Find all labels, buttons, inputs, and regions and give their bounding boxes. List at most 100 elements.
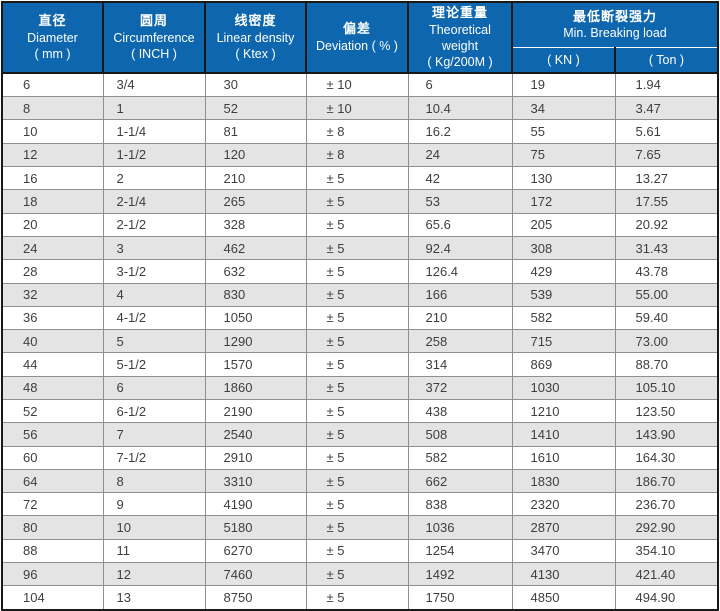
cell-breaking-load-kn: 4130 xyxy=(511,562,616,587)
cell-breaking-load-kn: 130 xyxy=(511,166,616,191)
cell-circumference: 12 xyxy=(102,562,206,587)
cell-breaking-load-kn: 869 xyxy=(511,352,616,377)
cell-breaking-load-kn: 1610 xyxy=(511,445,616,470)
cell-deviation: ± 5 xyxy=(305,259,409,284)
cell-circumference: 1 xyxy=(102,96,206,121)
cell-breaking-load-kn: 308 xyxy=(511,235,616,261)
table-row: 28 3-1/2 632 ± 5 126.4 429 43.78 xyxy=(1,259,719,284)
cell-breaking-load-kn: 1410 xyxy=(511,422,616,447)
cell-linear-density: 52 xyxy=(204,96,307,121)
cell-linear-density: 2190 xyxy=(204,398,307,424)
cell-circumference: 10 xyxy=(102,515,206,540)
cell-breaking-load-kn: 1830 xyxy=(511,468,616,494)
table-row: 10 1-1/4 81 ± 8 16.2 55 5.61 xyxy=(1,119,719,144)
cell-linear-density: 120 xyxy=(204,142,307,168)
cell-breaking-load-kn: 582 xyxy=(511,305,616,331)
cell-deviation: ± 5 xyxy=(305,538,409,564)
cell-theoretical-weight: 65.6 xyxy=(407,212,513,237)
cell-circumference: 4 xyxy=(102,282,206,307)
cell-theoretical-weight: 53 xyxy=(407,189,513,214)
cell-breaking-load-kn: 75 xyxy=(511,142,616,168)
cell-theoretical-weight: 210 xyxy=(407,305,513,331)
cell-deviation: ± 5 xyxy=(305,515,409,540)
cell-diameter: 32 xyxy=(1,282,104,307)
cell-theoretical-weight: 508 xyxy=(407,422,513,447)
table-row: 96 12 7460 ± 5 1492 4130 421.40 xyxy=(1,562,719,587)
cell-breaking-load-kn: 3470 xyxy=(511,538,616,564)
cell-breaking-load-ton: 105.10 xyxy=(614,375,719,401)
cell-circumference: 5 xyxy=(102,329,206,354)
diameter-label-en: Diameter xyxy=(27,30,78,45)
col-header-circumference: 圆周 Circumference ( INCH ) xyxy=(102,1,206,74)
cell-theoretical-weight: 126.4 xyxy=(407,259,513,284)
cell-diameter: 44 xyxy=(1,352,104,377)
cell-deviation: ± 5 xyxy=(305,468,409,494)
cell-theoretical-weight: 42 xyxy=(407,166,513,191)
linear-density-label-en: Linear density xyxy=(216,30,295,45)
table-row: 88 11 6270 ± 5 1254 3470 354.10 xyxy=(1,538,719,564)
cell-linear-density: 265 xyxy=(204,189,307,214)
cell-linear-density: 30 xyxy=(204,72,307,98)
cell-linear-density: 830 xyxy=(204,282,307,307)
cell-theoretical-weight: 258 xyxy=(407,329,513,354)
col-header-diameter: 直径 Diameter ( mm ) xyxy=(1,1,104,74)
cell-breaking-load-ton: 43.78 xyxy=(614,259,719,284)
cell-deviation: ± 5 xyxy=(305,329,409,354)
cell-linear-density: 632 xyxy=(204,259,307,284)
cell-theoretical-weight: 10.4 xyxy=(407,96,513,121)
cell-circumference: 6 xyxy=(102,375,206,401)
cell-deviation: ± 10 xyxy=(305,96,409,121)
cell-theoretical-weight: 1036 xyxy=(407,515,513,540)
cell-deviation: ± 5 xyxy=(305,352,409,377)
table-row: 104 13 8750 ± 5 1750 4850 494.90 xyxy=(1,585,719,611)
cell-breaking-load-ton: 186.70 xyxy=(614,468,719,494)
table-row: 48 6 1860 ± 5 372 1030 105.10 xyxy=(1,375,719,401)
cell-theoretical-weight: 6 xyxy=(407,72,513,98)
cell-diameter: 60 xyxy=(1,445,104,470)
theoretical-weight-label-en: Theoretical weight xyxy=(429,22,491,53)
cell-linear-density: 210 xyxy=(204,166,307,191)
cell-breaking-load-ton: 421.40 xyxy=(614,562,719,587)
cell-breaking-load-ton: 59.40 xyxy=(614,305,719,331)
cell-breaking-load-ton: 31.43 xyxy=(614,235,719,261)
cell-circumference: 6-1/2 xyxy=(102,398,206,424)
cell-theoretical-weight: 1254 xyxy=(407,538,513,564)
cell-diameter: 64 xyxy=(1,468,104,494)
cell-linear-density: 2910 xyxy=(204,445,307,470)
cell-breaking-load-ton: 123.50 xyxy=(614,398,719,424)
col-header-breaking-load: 最低断裂强力 Min. Breaking load xyxy=(511,0,719,48)
cell-breaking-load-kn: 34 xyxy=(511,96,616,121)
cell-linear-density: 328 xyxy=(204,212,307,237)
cell-deviation: ± 5 xyxy=(305,585,409,611)
table-row: 20 2-1/2 328 ± 5 65.6 205 20.92 xyxy=(1,212,719,237)
cell-breaking-load-kn: 19 xyxy=(511,72,616,98)
cell-breaking-load-ton: 13.27 xyxy=(614,166,719,191)
cell-circumference: 1-1/4 xyxy=(102,119,206,144)
cell-breaking-load-ton: 88.70 xyxy=(614,352,719,377)
cell-linear-density: 1570 xyxy=(204,352,307,377)
cell-breaking-load-kn: 55 xyxy=(511,119,616,144)
table-row: 72 9 4190 ± 5 838 2320 236.70 xyxy=(1,492,719,517)
cell-diameter: 48 xyxy=(1,375,104,401)
col-header-theoretical-weight: 理论重量 Theoretical weight ( Kg/200M ) xyxy=(407,1,513,74)
cell-deviation: ± 5 xyxy=(305,562,409,587)
cell-circumference: 4-1/2 xyxy=(102,305,206,331)
cell-theoretical-weight: 92.4 xyxy=(407,235,513,261)
linear-density-unit-label: ( Ktex ) xyxy=(235,46,276,61)
col-header-breaking-load-kn: ( KN ) xyxy=(511,46,616,74)
cell-breaking-load-kn: 2320 xyxy=(511,492,616,517)
cell-theoretical-weight: 438 xyxy=(407,398,513,424)
cell-diameter: 88 xyxy=(1,538,104,564)
cell-linear-density: 81 xyxy=(204,119,307,144)
cell-linear-density: 8750 xyxy=(204,585,307,611)
table-row: 52 6-1/2 2190 ± 5 438 1210 123.50 xyxy=(1,398,719,424)
cell-linear-density: 6270 xyxy=(204,538,307,564)
cell-linear-density: 1860 xyxy=(204,375,307,401)
table-row: 40 5 1290 ± 5 258 715 73.00 xyxy=(1,329,719,354)
cell-diameter: 6 xyxy=(1,72,104,98)
linear-density-label-zh: 线密度 xyxy=(234,13,277,28)
cell-breaking-load-ton: 5.61 xyxy=(614,119,719,144)
cell-breaking-load-ton: 292.90 xyxy=(614,515,719,540)
